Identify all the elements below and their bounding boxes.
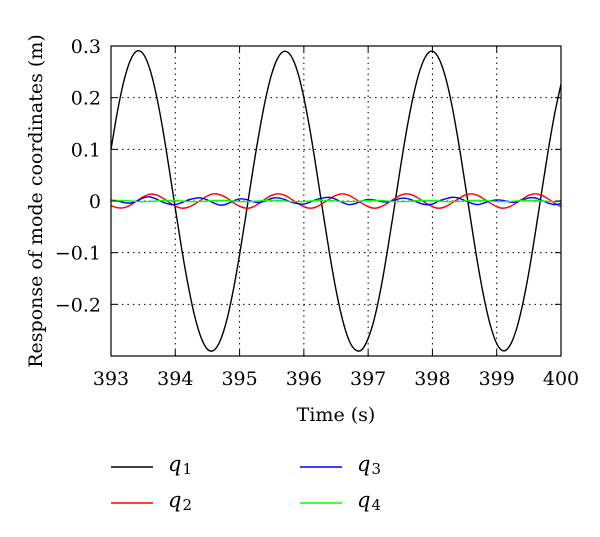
series-lines: [111, 50, 561, 352]
legend-label-q1: q1: [168, 452, 192, 478]
x-tick-label: 399: [479, 368, 515, 390]
legend-label-subscript: 1: [182, 460, 192, 478]
legend-label-q2: q2: [168, 488, 192, 514]
y-tick-label: −0.2: [55, 294, 101, 316]
x-axis-title: Time (s): [297, 404, 376, 426]
legend-label-subscript: 3: [371, 460, 381, 478]
axis-ticks: [110, 45, 562, 356]
series-line-q4: [111, 199, 561, 203]
legend-label-q3: q3: [357, 452, 381, 478]
y-tick-labels: 0.3 0.2 0.1 0 −0.1 −0.2: [55, 36, 101, 316]
legend-label-main: q: [168, 452, 181, 476]
x-tick-label: 398: [414, 368, 450, 390]
x-tick-label: 396: [286, 368, 322, 390]
y-tick-label: 0.3: [71, 36, 101, 58]
legend-label-main: q: [357, 452, 370, 476]
x-tick-label: 394: [157, 368, 193, 390]
x-tick-label: 400: [543, 368, 579, 390]
y-axis-title: Response of mode coordinates (m): [25, 34, 47, 368]
series-line-q3: [111, 196, 561, 206]
legend-label-subscript: 2: [182, 496, 192, 514]
x-tick-label: 393: [93, 368, 129, 390]
legend-label-main: q: [357, 488, 370, 512]
series-line-q1: [111, 50, 561, 352]
y-tick-label: −0.1: [55, 243, 101, 265]
y-tick-label: 0: [89, 191, 101, 213]
y-tick-label: 0.1: [71, 139, 101, 161]
legend-label-q4: q4: [357, 488, 381, 514]
legend-label-main: q: [168, 488, 181, 512]
x-tick-label: 395: [221, 368, 257, 390]
y-tick-label: 0.2: [71, 88, 101, 110]
x-tick-label: 397: [350, 368, 386, 390]
x-tick-labels: 393 394 395 396 397 398 399 400: [93, 368, 579, 390]
legend-label-subscript: 4: [371, 496, 381, 514]
